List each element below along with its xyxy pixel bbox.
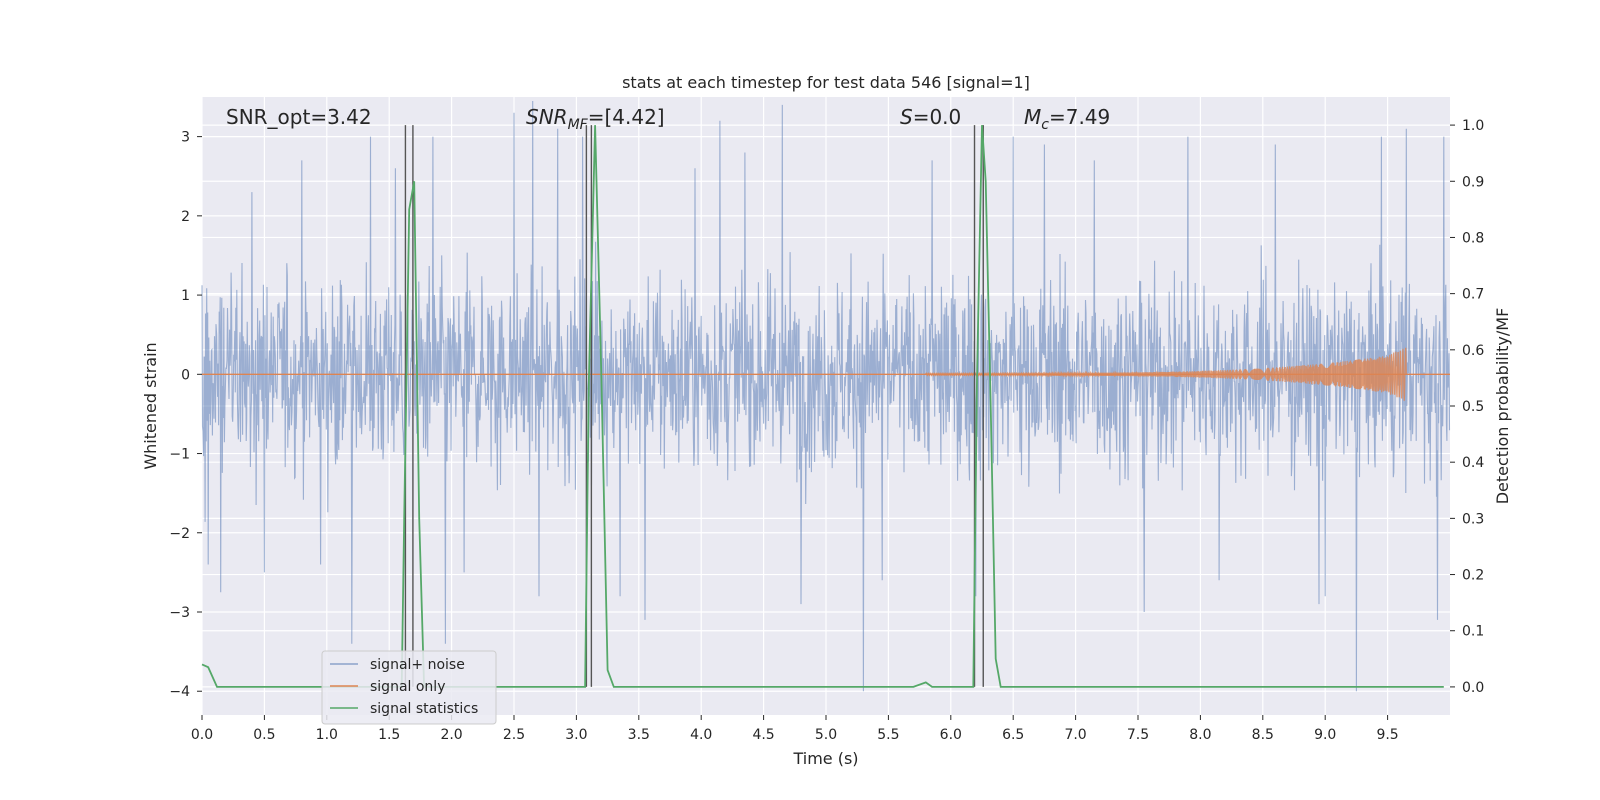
mc-rest: =7.49 [1049,105,1110,129]
signal-statistics-line [201,125,1444,688]
left-y-axis-label: Whitened strain [141,342,160,469]
right-y-tick-label: 0.0 [1462,680,1484,696]
right-y-tick-label: 0.9 [1462,174,1484,190]
x-tick-label: 1.5 [378,727,400,743]
legend-label-signal-statistics: signal statistics [370,701,478,717]
right-y-axis-label: Detection probability/MF [1493,308,1512,505]
x-tick-label: 6.5 [1002,727,1024,743]
right-y-tick-label: 0.1 [1462,624,1484,640]
left-y-tick-label: −2 [169,526,190,542]
left-y-tick-label: −3 [169,605,190,621]
x-axis-ticks: 0.0 0.5 1.0 1.5 2.0 2.5 3.0 3.5 4.0 4.5 5.0 5.5 6.0 6… [191,715,1399,743]
right-y-axis-ticks: 0.0 0.1 0.2 0.3 0.4 0.5 0.6 0.7 0.8 0.9 1.0 [1450,118,1484,696]
x-tick-label: 6.0 [940,727,962,743]
mc-sub: c [1041,117,1049,133]
snr-opt-annotation: SNR_opt=3.42 [226,105,372,129]
right-y-tick-label: 0.8 [1462,230,1484,246]
left-y-tick-label: 3 [181,130,190,146]
x-tick-label: 8.5 [1252,727,1274,743]
x-tick-label: 0.5 [253,727,275,743]
left-y-tick-label: −4 [169,684,190,700]
right-y-tick-label: 0.5 [1462,399,1484,415]
x-tick-label: 1.0 [316,727,338,743]
right-y-tick-label: 1.0 [1462,118,1484,134]
mc-base: M [1024,105,1041,129]
x-tick-label: 3.5 [628,727,650,743]
x-tick-label: 8.0 [1189,727,1211,743]
signal-noise-series [201,100,1451,692]
right-y-tick-label: 0.4 [1462,455,1484,471]
snr-mf-annotation: SNRMF=[4.42] [526,105,665,133]
legend-label-signal-only: signal only [370,679,445,695]
x-tick-label: 4.5 [752,727,774,743]
left-y-axis-ticks: −4 −3 −2 −1 0 1 2 3 [169,130,202,700]
s-annotation: S=0.0 [900,105,961,129]
x-tick-label: 9.5 [1376,727,1398,743]
x-tick-label: 2.5 [503,727,525,743]
x-tick-label: 7.0 [1064,727,1086,743]
left-y-tick-label: 1 [181,288,190,304]
x-tick-label: 5.0 [815,727,837,743]
legend-label-signal-noise: signal+ noise [370,657,465,673]
legend-box [321,650,497,725]
x-tick-label: 5.5 [877,727,899,743]
right-y-tick-label: 0.7 [1462,287,1484,303]
signal-statistics-series [201,125,1444,688]
s-rest: =0.0 [913,105,962,129]
left-y-tick-label: −1 [169,447,190,463]
snr-mf-sub: MF [568,117,589,133]
signal-noise-line [201,100,1451,692]
s-base: S [900,105,913,129]
right-y-tick-label: 0.3 [1462,511,1484,527]
x-tick-label: 9.0 [1314,727,1336,743]
signal-only-chirp [925,347,1407,401]
right-y-tick-label: 0.2 [1462,568,1484,584]
x-axis-label: Time (s) [792,749,858,768]
x-tick-label: 7.5 [1127,727,1149,743]
right-y-tick-label: 0.6 [1462,343,1484,359]
x-tick-label: 4.0 [690,727,712,743]
x-tick-label: 3.0 [565,727,587,743]
mc-annotation: Mc=7.49 [1024,105,1110,133]
snr-mf-rest: =[4.42] [588,105,665,129]
x-tick-label: 2.0 [440,727,462,743]
chart-title: stats at each timestep for test data 546… [622,73,1030,92]
legend: signal+ noise signal only signal statist… [321,650,497,725]
signal-only-series [202,347,1450,401]
snr-mf-base: SNR [526,105,568,129]
x-tick-label: 0.0 [191,727,213,743]
left-y-tick-label: 2 [181,209,190,225]
left-y-tick-label: 0 [181,367,190,383]
